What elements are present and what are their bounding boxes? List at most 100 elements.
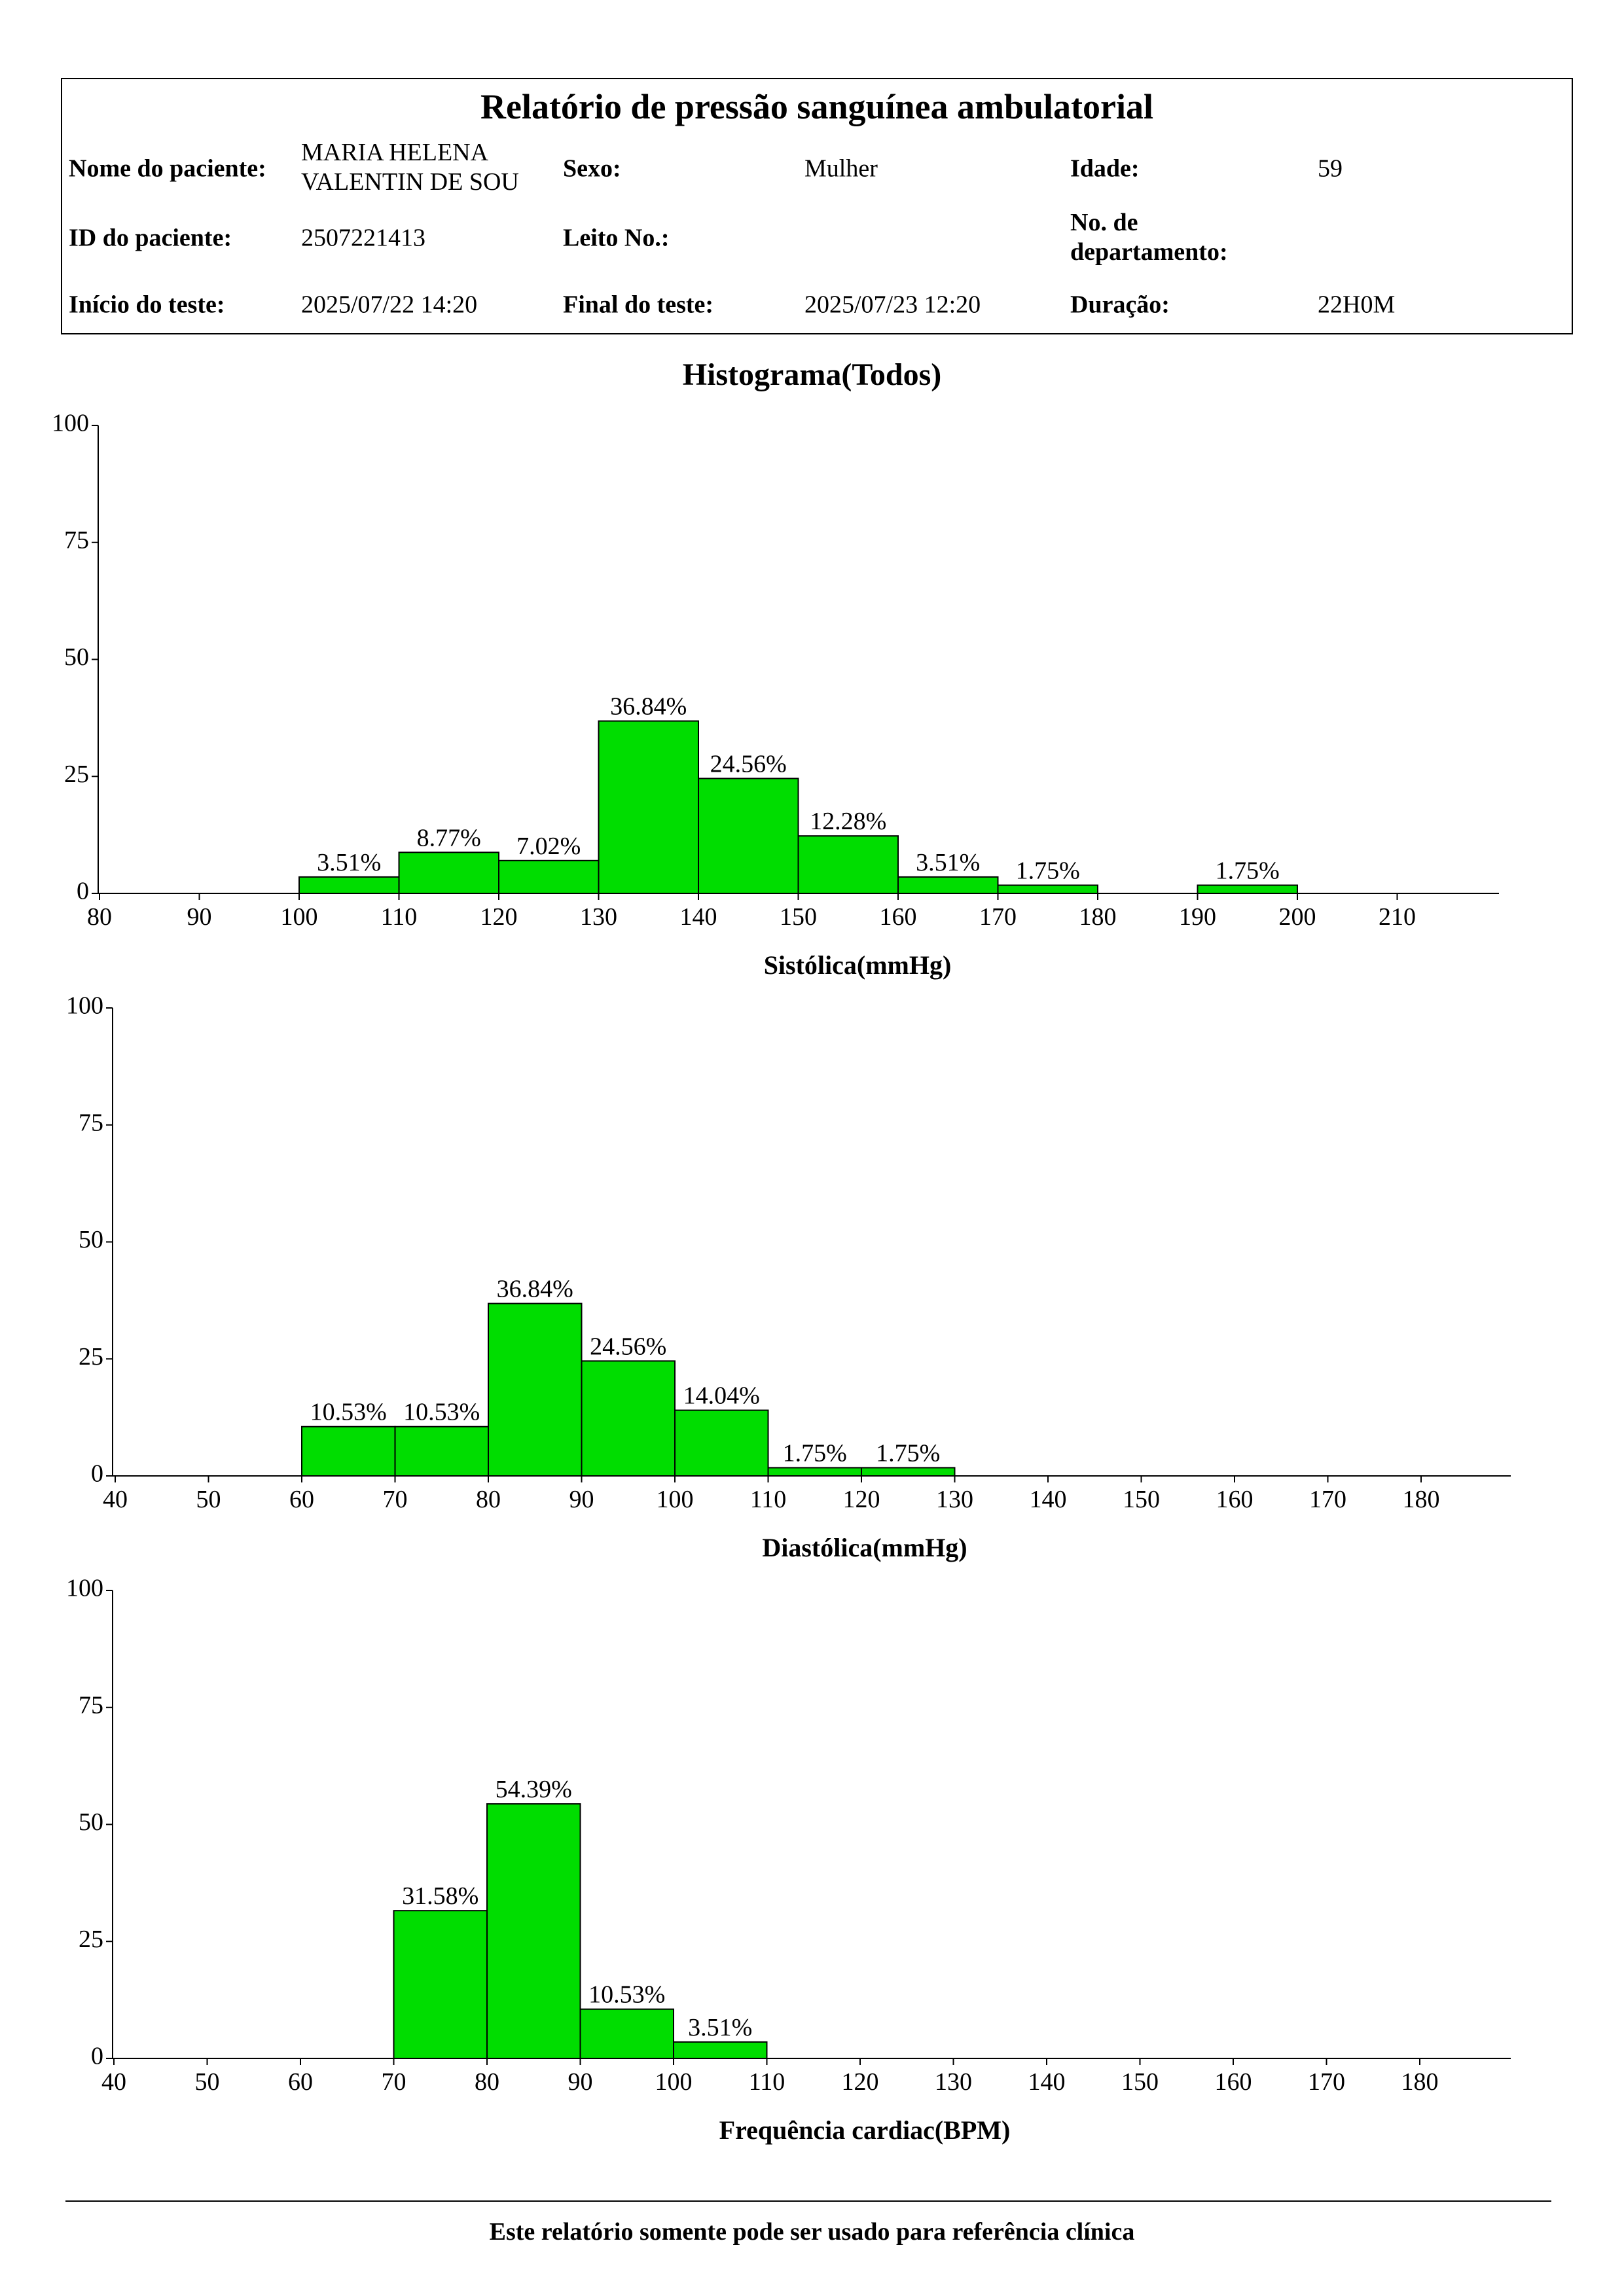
x-tick-label: 150 xyxy=(780,903,817,931)
histogram-bar xyxy=(486,1803,581,2059)
bar-value-label: 3.51% xyxy=(916,849,980,876)
y-tick-label: 75 xyxy=(79,1691,103,1719)
sex-value: Mulher xyxy=(804,154,878,183)
y-tick-label: 100 xyxy=(66,1575,103,1602)
x-tick-label: 120 xyxy=(843,1486,880,1513)
age-value: 59 xyxy=(1318,154,1343,183)
x-tick-label: 130 xyxy=(935,2068,972,2096)
histogram-bar xyxy=(767,1467,862,1477)
y-tick-label: 0 xyxy=(91,1460,103,1488)
dept-label-line2: departamento: xyxy=(1070,238,1228,266)
histogram-bar xyxy=(579,2008,674,2060)
y-tick-label: 25 xyxy=(79,1926,103,1953)
y-tick-label: 75 xyxy=(64,526,89,554)
y-tick-label: 50 xyxy=(64,643,89,671)
end-label: Final do teste: xyxy=(563,291,714,319)
histogram-bar xyxy=(698,778,799,894)
x-tick-label: 100 xyxy=(655,2068,693,2096)
x-tick-label: 140 xyxy=(1028,2068,1066,2096)
histogram-bar xyxy=(674,1409,769,1477)
x-tick-label: 180 xyxy=(1403,1486,1440,1513)
duration-value: 22H0M xyxy=(1318,291,1396,319)
patient-id-value: 2507221413 xyxy=(301,224,425,252)
diastolic-histogram: 0 25 50 75 100 40 50 60 70 80 90 100 110 120 130 140 150… xyxy=(66,992,1511,1562)
histogram-bar xyxy=(598,720,699,894)
y-tick-label: 50 xyxy=(79,1808,103,1836)
x-tick-label: 150 xyxy=(1123,1486,1160,1513)
bar-value-label: 24.56% xyxy=(710,750,787,778)
patient-name-line1: MARIA HELENA xyxy=(301,139,489,166)
bar-value-label: 3.51% xyxy=(317,849,381,876)
start-value: 2025/07/22 14:20 xyxy=(301,291,478,319)
bar-value-label: 10.53% xyxy=(588,1981,665,2009)
histogram-bar xyxy=(298,876,400,895)
x-tick-label: 120 xyxy=(480,903,518,931)
patient-name-line2: VALENTIN DE SOU xyxy=(301,168,519,196)
x-tick-label: 140 xyxy=(1030,1486,1067,1513)
patient-id-label: ID do paciente: xyxy=(69,224,232,252)
bar-value-label: 7.02% xyxy=(516,833,581,860)
x-tick-label: 160 xyxy=(1216,1486,1254,1513)
duration-label: Duração: xyxy=(1070,291,1170,319)
x-tick-label: 60 xyxy=(289,1486,314,1513)
histogram-bar xyxy=(897,876,999,895)
systolic-histogram: 0 25 50 75 100 80 90 100 110 120 130 140 150 160 170 18… xyxy=(52,410,1499,980)
x-tick-label: 50 xyxy=(195,2068,220,2096)
x-tick-label: 90 xyxy=(569,1486,594,1513)
x-tick-label: 110 xyxy=(750,1486,787,1513)
x-tick-label: 170 xyxy=(979,903,1017,931)
bar-value-label: 1.75% xyxy=(783,1439,847,1467)
x-tick-label: 160 xyxy=(880,903,917,931)
x-tick-label: 140 xyxy=(680,903,717,931)
x-tick-label: 80 xyxy=(476,1486,501,1513)
bed-label: Leito No.: xyxy=(563,224,670,252)
x-tick-label: 100 xyxy=(281,903,318,931)
bar-value-label: 8.77% xyxy=(417,824,481,852)
bar-value-label: 3.51% xyxy=(688,2014,752,2041)
x-tick-label: 70 xyxy=(383,1486,408,1513)
x-tick-label: 70 xyxy=(382,2068,406,2096)
x-tick-label: 180 xyxy=(1401,2068,1439,2096)
histogram-bar xyxy=(393,1910,488,2059)
histogram-bar xyxy=(488,1302,583,1477)
x-tick-label: 200 xyxy=(1279,903,1316,931)
x-tick-label: 60 xyxy=(288,2068,313,2096)
sex-label: Sexo: xyxy=(563,154,621,183)
x-tick-label: 90 xyxy=(187,903,212,931)
x-axis-title: Diastólica(mmHg) xyxy=(762,1533,967,1562)
x-tick-label: 160 xyxy=(1215,2068,1252,2096)
start-label: Início do teste: xyxy=(69,291,225,319)
histogram-bar xyxy=(673,2041,768,2060)
x-tick-label: 100 xyxy=(657,1486,694,1513)
footer-divider xyxy=(65,2200,1551,2202)
x-tick-label: 90 xyxy=(568,2068,593,2096)
x-tick-label: 80 xyxy=(475,2068,499,2096)
bar-value-label: 1.75% xyxy=(1016,857,1080,884)
y-tick-label: 0 xyxy=(91,2043,103,2070)
histogram-bar xyxy=(498,859,600,895)
x-tick-label: 110 xyxy=(749,2068,785,2096)
x-tick-label: 150 xyxy=(1121,2068,1159,2096)
bar-value-label: 14.04% xyxy=(683,1382,760,1410)
bar-value-label: 24.56% xyxy=(590,1333,666,1360)
histogram-bar xyxy=(797,835,899,894)
x-tick-label: 170 xyxy=(1309,1486,1346,1513)
y-tick-label: 0 xyxy=(77,878,89,905)
y-tick-label: 100 xyxy=(66,992,103,1020)
histogram-bar xyxy=(997,884,1098,894)
histogram-bar xyxy=(861,1467,956,1477)
dept-label-line1: No. de xyxy=(1070,209,1138,236)
age-label: Idade: xyxy=(1070,154,1140,183)
histogram-bar xyxy=(1197,884,1298,894)
x-tick-label: 180 xyxy=(1079,903,1117,931)
y-tick-label: 50 xyxy=(79,1226,103,1253)
x-axis-title: Sistólica(mmHg) xyxy=(764,950,952,980)
bar-value-label: 1.75% xyxy=(1216,857,1280,884)
bar-value-label: 54.39% xyxy=(496,1776,572,1803)
x-tick-label: 40 xyxy=(103,1486,128,1513)
x-axis-title: Frequência cardiac(BPM) xyxy=(719,2115,1011,2145)
x-tick-label: 50 xyxy=(196,1486,221,1513)
x-tick-label: 170 xyxy=(1308,2068,1345,2096)
heart-rate-histogram: 0 25 50 75 100 40 50 60 70 80 90 100 110 120 130 140 150… xyxy=(66,1575,1511,2145)
histogram-title: Histograma(Todos) xyxy=(682,357,942,392)
